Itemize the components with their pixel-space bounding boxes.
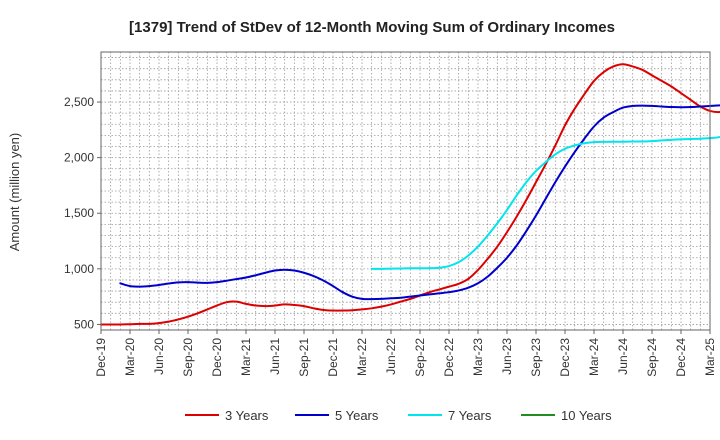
legend-label: 5 Years — [335, 408, 379, 423]
x-tick-label: Mar-24 — [587, 338, 601, 376]
series-line-7-years — [370, 135, 720, 270]
x-axis-ticks: Dec-19 Mar-20 Jun-20 Sep-20 Dec-20 Mar-21 Jun-… — [94, 330, 717, 377]
x-tick-label: Mar-21 — [239, 338, 253, 376]
x-tick-label: Jun-23 — [500, 338, 514, 375]
x-tick-label: Mar-20 — [123, 338, 137, 376]
x-tick-label: Dec-23 — [558, 338, 572, 377]
legend-label: 3 Years — [225, 408, 269, 423]
grid — [101, 52, 710, 330]
x-tick-label: Sep-21 — [297, 338, 311, 377]
x-tick-label: Mar-23 — [471, 338, 485, 376]
y-axis-ticks: 500 1,000 1,500 2,000 2,500 — [64, 95, 101, 331]
x-tick-label: Dec-19 — [94, 338, 108, 377]
x-tick-label: Dec-24 — [674, 338, 688, 377]
plot-frame — [100, 51, 711, 331]
x-tick-label: Mar-25 — [703, 338, 717, 376]
x-tick-label: Sep-23 — [529, 338, 543, 377]
y-tick-label: 2,000 — [64, 151, 94, 165]
legend: 3 Years 5 Years 7 Years 10 Years — [185, 408, 612, 423]
x-tick-label: Dec-21 — [326, 338, 340, 377]
legend-label: 10 Years — [561, 408, 612, 423]
series-line-5-years — [119, 104, 720, 301]
x-tick-label: Mar-22 — [355, 338, 369, 376]
x-tick-label: Dec-22 — [442, 338, 456, 377]
x-tick-label: Sep-22 — [413, 338, 427, 377]
x-tick-label: Jun-24 — [616, 338, 630, 375]
x-tick-label: Jun-21 — [268, 338, 282, 375]
x-tick-label: Dec-20 — [210, 338, 224, 377]
legend-label: 7 Years — [448, 408, 492, 423]
y-tick-label: 1,000 — [64, 262, 94, 276]
series-lines — [100, 63, 720, 326]
y-tick-label: 2,500 — [64, 95, 94, 109]
y-tick-label: 500 — [74, 317, 94, 331]
y-axis-label: Amount (million yen) — [7, 133, 22, 252]
x-tick-label: Jun-22 — [384, 338, 398, 375]
x-tick-label: Sep-20 — [181, 338, 195, 377]
series-line-3-years — [100, 63, 720, 326]
x-tick-label: Sep-24 — [645, 338, 659, 377]
y-tick-label: 1,500 — [64, 206, 94, 220]
x-tick-label: Jun-20 — [152, 338, 166, 375]
chart-title: [1379] Trend of StDev of 12-Month Moving… — [129, 19, 615, 36]
